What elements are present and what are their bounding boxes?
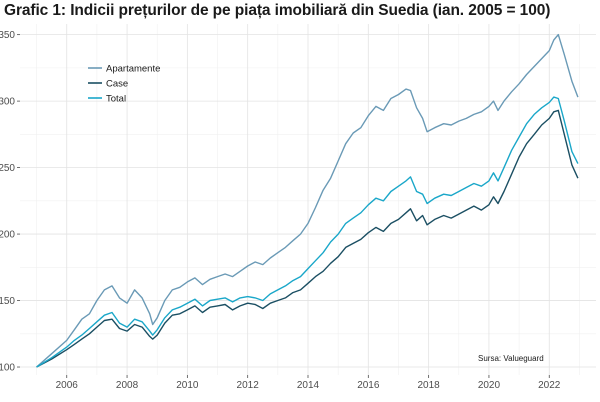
y-tick-label: 300 <box>0 97 15 108</box>
x-tick-label: 2006 <box>56 380 79 391</box>
y-tick-label: 250 <box>0 163 15 174</box>
series-line-apartamente <box>36 33 579 368</box>
x-tick-label: 2020 <box>478 380 501 391</box>
x-tick-label: 2014 <box>297 380 320 391</box>
x-tick-label: 2010 <box>176 380 199 391</box>
x-tick-label: 2022 <box>538 380 561 391</box>
source-note: Sursa: Valueguard <box>478 354 544 363</box>
legend-label: Apartamente <box>106 63 160 74</box>
x-tick-label: 2012 <box>237 380 260 391</box>
y-axis: 100 150 200 250 300 350 <box>0 30 20 374</box>
series-line-total <box>36 96 579 368</box>
legend: Apartamente Case Total <box>88 63 160 104</box>
y-tick-label: 100 <box>0 363 15 374</box>
y-tick-label: 200 <box>0 230 15 241</box>
x-tick-label: 2008 <box>116 380 139 391</box>
x-tick-label: 2018 <box>418 380 441 391</box>
y-tick-label: 350 <box>0 30 15 41</box>
chart-title: Grafic 1: Indicii prețurilor de pe piața… <box>4 2 551 19</box>
series-lines <box>36 33 579 368</box>
x-axis: 2006 2008 2010 2012 2014 2016 2018 2020 2022 <box>56 375 561 391</box>
x-tick-label: 2016 <box>357 380 380 391</box>
y-tick-label: 150 <box>0 296 15 307</box>
legend-label: Total <box>106 93 126 104</box>
series-line-case <box>36 109 579 368</box>
legend-label: Case <box>106 78 128 89</box>
